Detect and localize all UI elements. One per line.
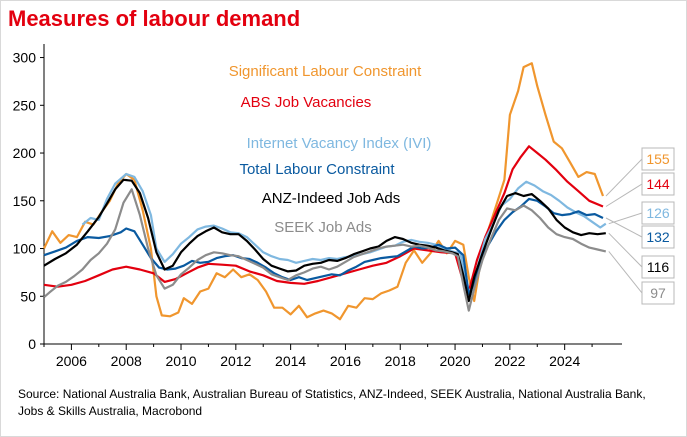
end-label-callout [605, 147, 675, 197]
series-line [43, 145, 604, 293]
end-label-value: 144 [646, 176, 670, 192]
x-tick-label: 2022 [494, 353, 525, 369]
x-tick-label: 2010 [165, 353, 196, 369]
y-tick-label: 0 [28, 336, 36, 352]
axes: 0 50 100 150 200 250 300 2006 2008 2010 2012 2014 20… [13, 44, 622, 369]
y-tick-label: 200 [13, 145, 37, 161]
series-lines [43, 62, 607, 321]
chart-title: Measures of labour demand [8, 6, 301, 31]
x-tick-label: 2016 [330, 353, 361, 369]
inline-legend: Significant Labour Constraint ABS Job Vac… [229, 63, 432, 236]
legend-label: Significant Labour Constraint [229, 63, 422, 80]
end-label-value: 126 [646, 205, 670, 221]
x-tick-label: 2008 [111, 353, 142, 369]
end-label-callout [605, 217, 675, 249]
legend-label: Internet Vacancy Index (IVI) [247, 135, 432, 152]
y-tick-label: 100 [13, 241, 37, 257]
y-tick-label: 250 [13, 97, 37, 113]
x-tick-label: 2006 [56, 353, 87, 369]
end-label-callout [605, 172, 675, 207]
x-tick-label: 2018 [385, 353, 416, 369]
end-label-callout [608, 251, 675, 305]
series-line [43, 188, 607, 312]
x-tick-label: 2024 [549, 353, 580, 369]
end-label-value: 116 [647, 259, 670, 275]
end-labels: 155 144 126 132 116 97 [605, 147, 675, 305]
series-line [43, 178, 606, 303]
y-tick-label: 300 [13, 50, 37, 66]
end-label-value: 132 [646, 229, 670, 245]
end-label-value: 97 [650, 285, 666, 301]
legend-label: ABS Job Vacancies [241, 94, 372, 111]
y-tick-label: 50 [20, 288, 36, 304]
end-label-callout [608, 232, 675, 279]
y-tick-label: 150 [13, 193, 37, 209]
source-note: Source: National Australia Bank, Austral… [18, 387, 646, 418]
end-label-callout [608, 201, 675, 225]
x-tick-label: 2020 [439, 353, 470, 369]
legend-label: SEEK Job Ads [274, 219, 372, 236]
end-label-value: 155 [646, 151, 670, 167]
x-tick-label: 2014 [275, 353, 306, 369]
series-line [43, 62, 605, 321]
legend-label: Total Labour Constraint [239, 161, 395, 178]
x-tick-label: 2012 [220, 353, 251, 369]
legend-label: ANZ-Indeed Job Ads [262, 190, 400, 207]
